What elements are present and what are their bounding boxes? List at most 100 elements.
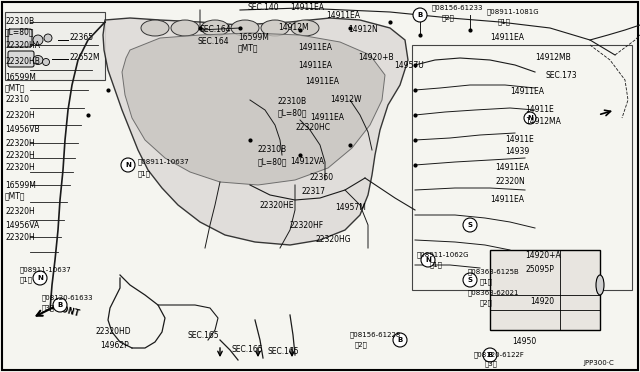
Polygon shape [103,18,408,245]
Text: （MT）: （MT） [238,44,259,52]
Text: 22320HD: 22320HD [95,327,131,337]
Text: ⓝ08911-10637: ⓝ08911-10637 [20,267,72,273]
Text: 22320N: 22320N [495,177,525,186]
Text: 14912M: 14912M [278,23,308,32]
Text: SEC.164: SEC.164 [198,38,230,46]
Text: B: B [58,302,63,308]
Text: B: B [417,12,422,18]
Text: FRONT: FRONT [50,302,81,318]
Text: 14912N: 14912N [348,26,378,35]
Ellipse shape [33,35,43,45]
Circle shape [483,348,497,362]
Text: SEC.173: SEC.173 [546,71,578,80]
Text: 22652M: 22652M [70,54,100,62]
FancyBboxPatch shape [8,29,32,47]
Text: S: S [467,277,472,283]
Polygon shape [122,33,385,185]
Text: 14911EA: 14911EA [495,164,529,173]
Text: JPP300·C: JPP300·C [583,360,614,366]
Text: 14911EA: 14911EA [310,113,344,122]
Circle shape [53,298,67,312]
Text: ⓝ08911-10637: ⓝ08911-10637 [138,159,189,165]
Text: SEC.140: SEC.140 [248,3,280,13]
Text: 22320H: 22320H [5,138,35,148]
Text: （2）: （2） [355,342,368,348]
Text: N: N [37,275,43,281]
Text: 14956VB: 14956VB [5,125,40,135]
Text: N: N [527,115,533,121]
Text: ⓝ08911-1062G: ⓝ08911-1062G [417,252,470,258]
Text: 22320HB: 22320HB [5,58,40,67]
Text: S: S [467,222,472,228]
Text: 22310: 22310 [5,96,29,105]
Text: 22360: 22360 [310,173,334,183]
Text: 22320H: 22320H [5,110,35,119]
Text: 14911E: 14911E [525,106,554,115]
Text: 25095P: 25095P [525,266,554,275]
Ellipse shape [261,20,289,36]
Text: 22320HA: 22320HA [5,42,40,51]
Text: 14911EA: 14911EA [298,61,332,70]
Text: N: N [425,257,431,263]
Text: 14912MA: 14912MA [525,118,561,126]
Bar [5,12,105,80]
Text: 22317: 22317 [302,187,326,196]
FancyBboxPatch shape [8,51,34,67]
Text: 14920+A: 14920+A [525,250,561,260]
Text: 22320HE: 22320HE [260,201,294,209]
Text: 14911E: 14911E [505,135,534,144]
Text: 14957M: 14957M [335,203,366,212]
Text: B: B [397,337,403,343]
Circle shape [463,218,477,232]
Text: （MT）: （MT） [5,192,26,201]
Text: 16599M: 16599M [238,33,269,42]
Circle shape [421,253,435,267]
Text: 22365: 22365 [70,33,94,42]
Text: 16599M: 16599M [5,180,36,189]
Ellipse shape [596,275,604,295]
Text: （1）: （1） [498,19,511,25]
Text: 14911EA: 14911EA [305,77,339,87]
Text: 14950: 14950 [512,337,536,346]
Text: SEC.165: SEC.165 [232,346,264,355]
Text: 14911EA: 14911EA [510,87,544,96]
Bar [490,250,600,330]
Text: 14920+B: 14920+B [358,54,394,62]
Circle shape [33,271,47,285]
Text: 22320H: 22320H [5,234,35,243]
Text: 14911EA: 14911EA [490,196,524,205]
Text: 14911EA: 14911EA [326,10,360,19]
Text: 22320H: 22320H [5,208,35,217]
Bar [412,45,632,290]
Circle shape [524,112,536,124]
Text: 22320H: 22320H [5,151,35,160]
Text: 22320HC: 22320HC [295,124,330,132]
Text: 14912VA: 14912VA [290,157,324,167]
Ellipse shape [141,20,169,36]
Text: ⒲08120-61633: ⒲08120-61633 [42,295,93,301]
Text: （L=80）: （L=80） [278,109,307,118]
Text: B: B [488,352,493,358]
Text: 14956VA: 14956VA [5,221,39,230]
Circle shape [413,8,427,22]
Text: 16599M: 16599M [5,74,36,83]
Text: （1）: （1） [430,262,443,268]
Text: （L=80）: （L=80） [258,157,287,167]
Text: （2）: （2） [442,15,455,21]
Text: （L=80）: （L=80） [5,28,35,36]
Text: 14911EA: 14911EA [290,3,324,13]
Text: SEC.164: SEC.164 [200,26,232,35]
Text: 14911EA: 14911EA [298,44,332,52]
Text: ⒲08156-61228: ⒲08156-61228 [350,332,401,338]
Text: 14912MB: 14912MB [535,54,571,62]
Text: ⓝ08911-1081G: ⓝ08911-1081G [487,9,540,15]
Ellipse shape [33,55,43,64]
Text: N: N [125,162,131,168]
Text: 14939: 14939 [505,148,529,157]
Text: 22310B: 22310B [258,145,287,154]
Circle shape [121,158,135,172]
Ellipse shape [171,20,199,36]
Text: （3）: （3） [42,305,55,311]
Text: （1）: （1） [138,171,151,177]
Text: 22310B: 22310B [5,17,34,26]
